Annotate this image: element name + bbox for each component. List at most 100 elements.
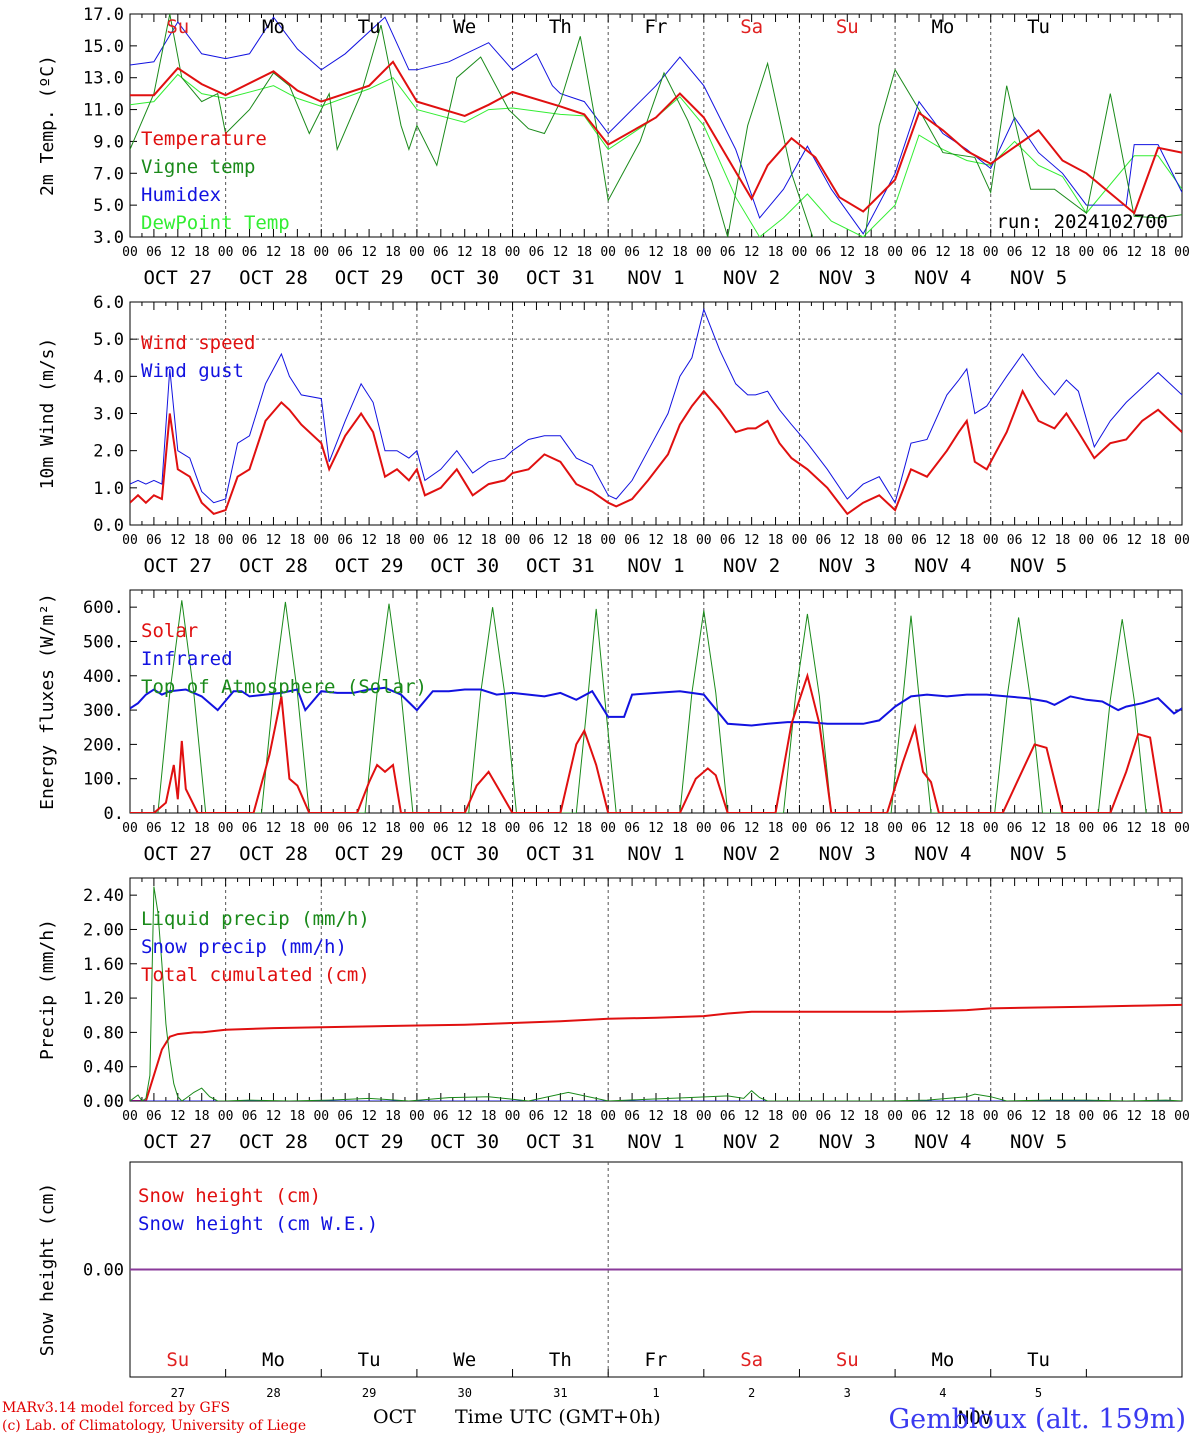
hour-tick-label: 00 xyxy=(887,821,903,836)
hour-tick-label: 00 xyxy=(983,245,999,260)
y-tick-label: 500. xyxy=(83,632,124,652)
hour-tick-label: 18 xyxy=(768,245,784,260)
hour-tick-label: 12 xyxy=(266,1109,282,1124)
weekday-label-bottom: Sa xyxy=(740,1349,763,1371)
y-tick-label: 5.0 xyxy=(93,330,124,350)
hour-tick-label: 00 xyxy=(696,1109,712,1124)
date-label: NOV 2 xyxy=(723,1131,780,1153)
hour-tick-label: 00 xyxy=(696,821,712,836)
date-label: NOV 1 xyxy=(627,555,684,577)
hour-tick-label: 06 xyxy=(624,245,640,260)
hour-tick-label: 00 xyxy=(887,245,903,260)
hour-tick-label: 18 xyxy=(959,533,975,548)
legend-entry: Liquid precip (mm/h) xyxy=(141,908,370,930)
y-axis-label: Precip (mm/h) xyxy=(37,919,58,1060)
date-label: NOV 3 xyxy=(819,267,876,289)
hour-tick-label: 00 xyxy=(1174,245,1190,260)
hour-tick-label: 18 xyxy=(672,1109,688,1124)
hour-tick-label: 12 xyxy=(935,1109,951,1124)
hour-tick-label: 12 xyxy=(648,821,664,836)
hour-tick-label: 18 xyxy=(290,245,306,260)
panel-frame-wind xyxy=(129,301,1183,526)
y-tick-label: 200. xyxy=(83,735,124,755)
hour-tick-label: 00 xyxy=(409,821,425,836)
hour-tick-label: 12 xyxy=(935,533,951,548)
hour-tick-label: 06 xyxy=(1102,821,1118,836)
hour-tick-label: 12 xyxy=(170,821,186,836)
hour-tick-label: 06 xyxy=(1102,533,1118,548)
hour-tick-label: 06 xyxy=(337,245,353,260)
hour-tick-label: 06 xyxy=(146,245,162,260)
date-label: OCT 31 xyxy=(526,1131,595,1153)
hour-tick-label: 06 xyxy=(242,533,258,548)
legend-entry: Humidex xyxy=(141,184,221,206)
hour-tick-label: 18 xyxy=(576,821,592,836)
hour-tick-label: 12 xyxy=(361,533,377,548)
hour-tick-label: 18 xyxy=(1055,1109,1071,1124)
hour-tick-label: 00 xyxy=(696,533,712,548)
date-label: OCT 28 xyxy=(239,843,308,865)
hour-tick-label: 18 xyxy=(672,821,688,836)
y-tick-label: 11.0 xyxy=(83,101,124,121)
date-label: NOV 1 xyxy=(627,1131,684,1153)
hour-tick-label: 18 xyxy=(290,821,306,836)
hour-tick-label: 18 xyxy=(576,533,592,548)
hour-tick-label: 18 xyxy=(863,245,879,260)
date-label: OCT 29 xyxy=(335,1131,404,1153)
hour-tick-label: 06 xyxy=(1007,533,1023,548)
weekday-label-bottom: Su xyxy=(166,1349,189,1371)
series-line-infrared xyxy=(130,686,1182,727)
hour-tick-label: 06 xyxy=(624,821,640,836)
date-label: OCT 30 xyxy=(430,267,499,289)
hour-tick-label: 12 xyxy=(1126,1109,1142,1124)
date-label: OCT 30 xyxy=(430,843,499,865)
hour-tick-label: 06 xyxy=(720,821,736,836)
date-label: NOV 1 xyxy=(627,843,684,865)
weekday-label-top: We xyxy=(453,16,476,38)
hour-tick-label: 06 xyxy=(433,821,449,836)
day-number-label: 31 xyxy=(553,1386,567,1400)
hour-tick-label: 12 xyxy=(170,533,186,548)
y-axis-label: 2m Temp. (ºC) xyxy=(37,55,58,196)
weekday-label-bottom: Th xyxy=(549,1349,572,1371)
hour-tick-label: 18 xyxy=(768,533,784,548)
hour-tick-label: 18 xyxy=(290,1109,306,1124)
hour-tick-label: 12 xyxy=(935,821,951,836)
hour-tick-label: 12 xyxy=(266,533,282,548)
weekday-label-bottom: Su xyxy=(836,1349,859,1371)
weekday-label-top: Fr xyxy=(645,16,668,38)
hour-tick-label: 18 xyxy=(1055,821,1071,836)
hour-tick-label: 00 xyxy=(505,1109,521,1124)
date-label: OCT 29 xyxy=(335,843,404,865)
y-tick-label: 15.0 xyxy=(83,37,124,57)
hour-tick-label: 06 xyxy=(146,533,162,548)
hour-tick-label: 12 xyxy=(457,245,473,260)
hour-tick-label: 00 xyxy=(313,245,329,260)
hour-tick-label: 00 xyxy=(505,245,521,260)
hour-tick-label: 06 xyxy=(720,1109,736,1124)
hour-tick-label: 18 xyxy=(194,245,210,260)
weekday-label-bottom: We xyxy=(453,1349,476,1371)
hour-tick-label: 12 xyxy=(1031,533,1047,548)
legend-entry: Snow precip (mm/h) xyxy=(141,936,347,958)
hour-tick-label: 00 xyxy=(600,1109,616,1124)
series-line-total-cumulated-cm- xyxy=(130,1003,1182,1101)
hour-tick-label: 00 xyxy=(313,533,329,548)
legend-entry: Infrared xyxy=(141,648,233,670)
hour-tick-label: 12 xyxy=(839,821,855,836)
hour-tick-label: 18 xyxy=(863,1109,879,1124)
day-number-label: 1 xyxy=(652,1386,659,1400)
weekday-label-top: Tu xyxy=(1027,16,1050,38)
hour-tick-label: 18 xyxy=(290,533,306,548)
weekday-label-bottom: Tu xyxy=(358,1349,381,1371)
hour-tick-label: 00 xyxy=(1079,533,1095,548)
hour-tick-label: 00 xyxy=(218,533,234,548)
hour-tick-label: 12 xyxy=(1126,245,1142,260)
hour-tick-label: 12 xyxy=(1031,245,1047,260)
series-line-humidex xyxy=(130,16,1182,235)
hour-tick-label: 06 xyxy=(242,1109,258,1124)
legend-entry: Total cumulated (cm) xyxy=(141,964,370,986)
date-label: OCT 30 xyxy=(430,1131,499,1153)
hour-tick-label: 12 xyxy=(553,821,569,836)
